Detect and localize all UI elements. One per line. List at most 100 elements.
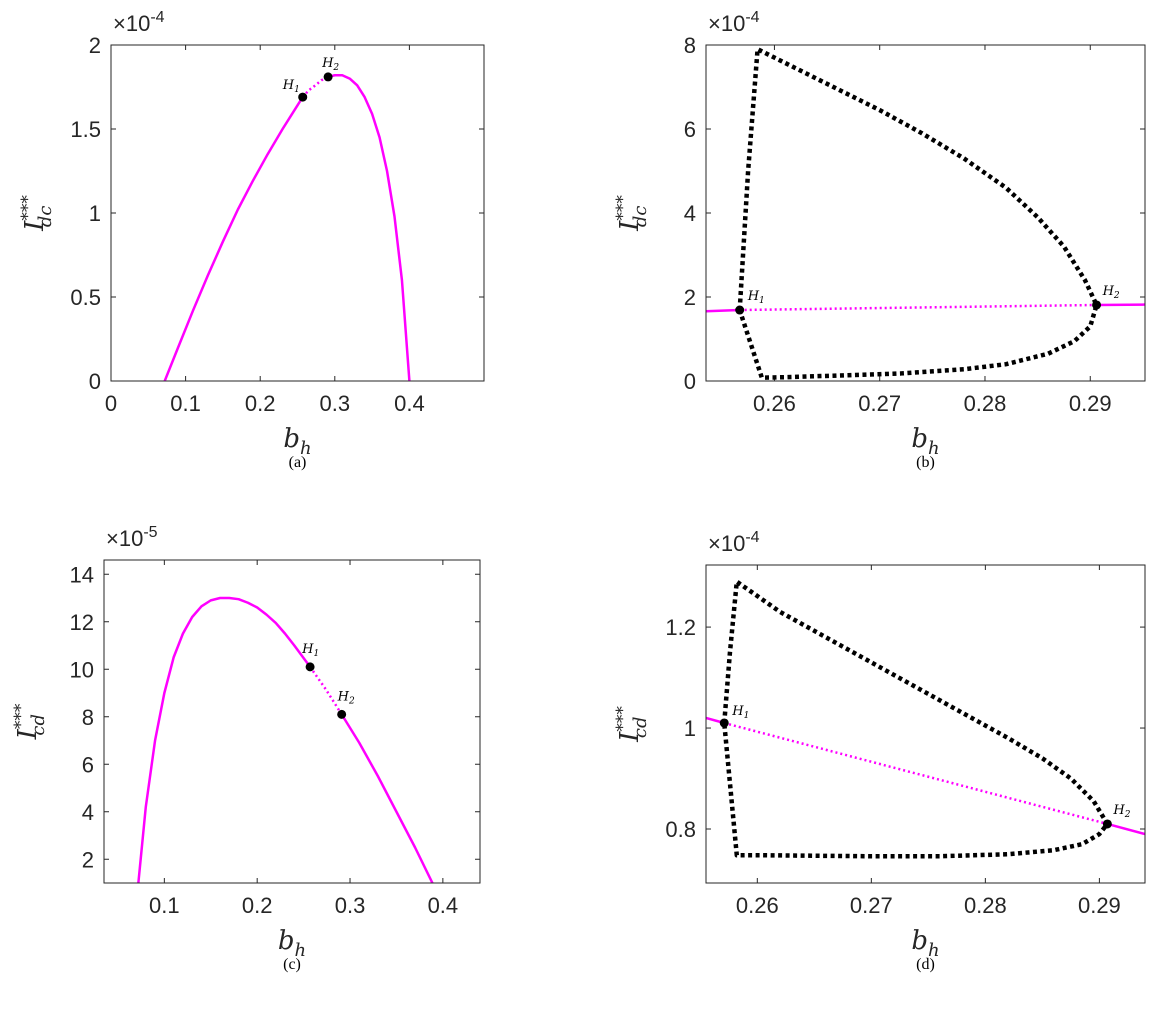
y-label-sup: ***: [613, 195, 633, 221]
point-label-sub: 2: [332, 63, 339, 73]
y-label-sub: dc: [35, 206, 56, 228]
caption: (d): [916, 956, 935, 973]
series-group: [706, 46, 1145, 380]
point-label-sub: 1: [759, 296, 765, 306]
x-tick-label: 0.27: [850, 893, 893, 918]
scale-exp: -4: [745, 529, 759, 546]
x-tick-label: 0.4: [394, 391, 425, 416]
y-axis-label: I***dc: [18, 195, 56, 232]
scale-base: ×10: [113, 11, 150, 36]
hopf-point: [719, 718, 729, 728]
x-tick-label: 0.26: [736, 893, 779, 918]
y-axis-label: I***cd: [11, 703, 49, 740]
panel: 0.26 0.27 0.28 0.29 0.8 1 1.2 ×10-4 bh I***cd (d) H…: [613, 529, 1146, 973]
plot-area: [706, 45, 1145, 381]
y-tick-label: 4: [82, 800, 94, 825]
x-label-base: b: [283, 424, 300, 454]
y-label-sub: cd: [28, 714, 49, 736]
axes-frame: [103, 559, 481, 884]
point-label: H2: [337, 689, 355, 706]
point-label: H1: [301, 642, 319, 659]
hopf-point: [298, 92, 308, 102]
y-label-base: I: [615, 220, 645, 232]
panel: 0.26 0.27 0.28 0.2902468×10-4bhI***dc(b)H1H…: [613, 9, 1146, 471]
hopf-point: [323, 72, 333, 82]
axis-scale: ×10-4: [708, 9, 760, 36]
scale-base: ×10: [708, 531, 745, 556]
x-label-sub: h: [928, 438, 940, 459]
point-label-base: H: [731, 704, 744, 719]
x-tick-label: 0.2: [242, 893, 273, 918]
x-tick-label: 0.3: [335, 893, 366, 918]
scale-exp: -5: [143, 524, 157, 541]
x-tick-label: 0.29: [1078, 893, 1121, 918]
y-label-base: I: [13, 728, 43, 740]
plot-area: [104, 560, 480, 883]
x-label-base: b: [911, 926, 928, 956]
y-tick-label: 1.2: [665, 615, 696, 640]
y-label-sub: cd: [630, 717, 651, 739]
plot-area: [706, 565, 1145, 883]
x-tick-label: 0: [105, 391, 117, 416]
panel: 0.1 0.2 0.3 0.42468101214×10-5bhI***cd(c)H1…: [11, 524, 481, 973]
scale-base: ×10: [708, 11, 745, 36]
point-label-sub: 2: [348, 696, 355, 706]
y-label-sup: ***: [613, 706, 633, 732]
y-tick-label: 14: [70, 562, 94, 587]
y-tick-label: 0.5: [70, 285, 101, 310]
hopf-point: [305, 662, 315, 672]
x-label-sub: h: [295, 940, 307, 961]
x-axis-label: bh: [911, 424, 939, 459]
line-series: [137, 596, 312, 883]
y-tick-label: 12: [70, 610, 94, 635]
x-tick-label: 0.26: [753, 391, 796, 416]
point-label: H1: [747, 289, 765, 306]
x-axis-label: bh: [911, 926, 939, 961]
caption: (c): [283, 956, 301, 973]
y-label-sub: dc: [630, 206, 651, 228]
axes-frame: [110, 44, 485, 382]
point-label: H2: [1112, 803, 1130, 820]
plot-area: [111, 45, 484, 381]
point-label-sub: 2: [1113, 291, 1120, 301]
point-label: H2: [321, 56, 339, 73]
x-axis-label: bh: [283, 424, 311, 459]
point-label-base: H: [337, 689, 350, 704]
x-tick-label: 0.4: [428, 893, 459, 918]
x-tick-label: 0.3: [320, 391, 351, 416]
point-label-base: H: [1112, 803, 1125, 818]
line-series: [706, 308, 740, 313]
x-label-sub: h: [928, 940, 940, 961]
y-tick-label: 1.5: [70, 117, 101, 142]
x-label-sub: h: [300, 438, 312, 459]
line-series: [723, 721, 1108, 826]
caption: (b): [916, 454, 935, 471]
line-series: [737, 46, 1099, 380]
line-series: [1107, 822, 1145, 836]
y-tick-label: 0.8: [665, 817, 696, 842]
y-tick-label: 2: [684, 285, 696, 310]
x-tick-label: 0.27: [858, 391, 901, 416]
axis-scale: ×10-5: [106, 524, 158, 551]
scale-exp: -4: [150, 9, 164, 26]
y-tick-label: 4: [684, 201, 696, 226]
caption: (a): [289, 454, 307, 471]
point-label-sub: 1: [294, 85, 300, 95]
x-tick-label: 0.1: [170, 391, 201, 416]
y-tick-label: 2: [89, 33, 101, 58]
series-group: [137, 596, 434, 883]
x-label-base: b: [911, 424, 928, 454]
y-tick-label: 1: [684, 716, 696, 741]
y-tick-label: 6: [82, 752, 94, 777]
hopf-point: [1102, 819, 1112, 829]
x-label-base: b: [278, 926, 295, 956]
y-tick-label: 8: [82, 705, 94, 730]
y-label-base: I: [615, 731, 645, 743]
point-label-base: H: [321, 56, 334, 71]
axes-frame: [705, 44, 1146, 382]
x-tick-label: 0.2: [245, 391, 276, 416]
point-label: H1: [282, 78, 300, 95]
y-tick-label: 0: [89, 369, 101, 394]
y-tick-label: 2: [82, 847, 94, 872]
